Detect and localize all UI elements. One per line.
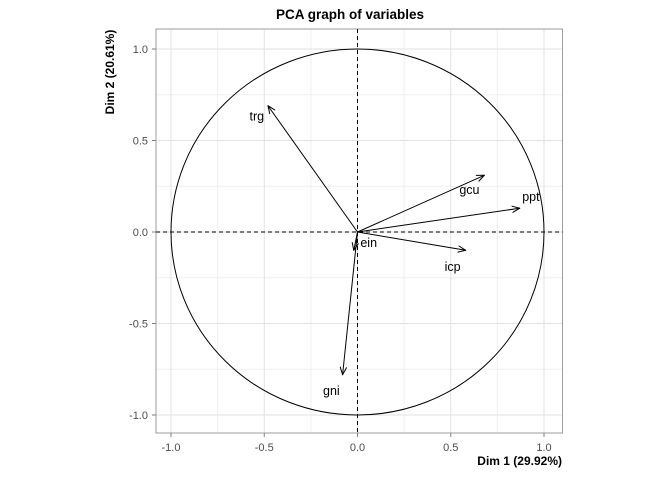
- chart-title: PCA graph of variables: [275, 7, 425, 22]
- variable-arrowhead-ppt: [511, 205, 521, 209]
- x-axis-title: Dim 1 (29.92%): [477, 454, 562, 468]
- variable-arrowhead-gcu: [478, 174, 485, 182]
- x-tick-label: 1.0: [536, 442, 551, 454]
- correlation-circle: [170, 48, 545, 416]
- y-axis-title: Dim 2 (20.61%): [103, 29, 117, 115]
- variable-arrow-icp: [357, 231, 466, 251]
- y-tick-label: -0.5: [129, 319, 148, 331]
- variable-arrow-gni: [342, 231, 358, 375]
- variable-arrowhead-trg: [267, 105, 271, 115]
- y-tick-label: 0.0: [133, 227, 148, 239]
- variable-label-gcu: gcu: [459, 183, 479, 197]
- variable-label-ppt: ppt: [522, 190, 540, 204]
- variable-arrow-trg: [267, 105, 358, 233]
- variable-arrowhead-ein: [351, 241, 355, 251]
- y-tick-label: -1.0: [129, 410, 148, 422]
- x-tick-label: 0.5: [443, 442, 458, 454]
- y-tick-label: 1.0: [133, 44, 148, 56]
- variable-label-icp: icp: [445, 260, 461, 274]
- panel-border: [155, 28, 563, 434]
- variable-label-ein: ein: [360, 236, 377, 250]
- variable-arrowhead-icp: [457, 249, 467, 253]
- x-tick-label: 0.0: [350, 442, 365, 454]
- variable-arrowhead-gni: [342, 367, 347, 376]
- y-tick-label: 0.5: [133, 136, 148, 148]
- variable-label-gni: gni: [323, 384, 340, 398]
- variable-arrowhead-trg: [267, 105, 276, 111]
- variable-arrow-gcu: [357, 174, 485, 233]
- variable-arrowhead-ppt: [512, 207, 521, 213]
- x-tick-label: -0.5: [255, 442, 274, 454]
- variable-arrowhead-icp: [458, 245, 467, 251]
- variable-label-trg: trg: [249, 110, 264, 124]
- variable-arrowhead-gni: [339, 366, 344, 376]
- x-tick-label: -1.0: [162, 442, 181, 454]
- variable-arrow-ppt: [357, 207, 520, 233]
